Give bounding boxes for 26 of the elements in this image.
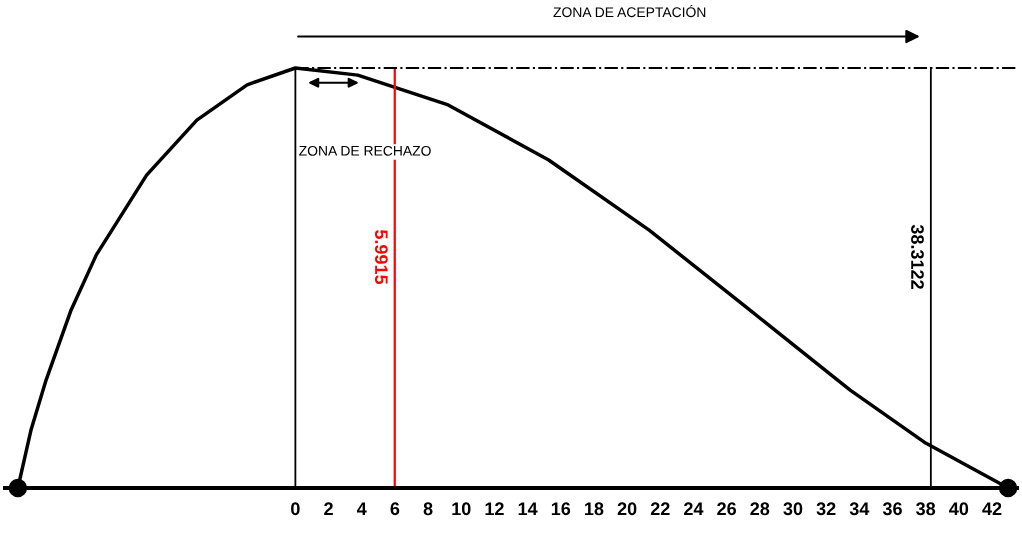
x-tick-label: 34 <box>849 502 870 516</box>
text: ZONA DE ACEPTACIÓN <box>553 4 706 18</box>
x-tick-label: 40 <box>949 502 969 516</box>
x-tick-label: 22 <box>650 502 670 515</box>
ref-line-label: 38.3122 <box>911 224 924 289</box>
x-tick-label: 2 <box>324 502 333 515</box>
x-tick-label: 20 <box>617 502 637 516</box>
x-tick-label: 10 <box>452 502 471 516</box>
x-tick-label: 30 <box>783 502 803 516</box>
x-tick-label: 16 <box>551 502 571 516</box>
x-tick-label: 36 <box>882 502 902 516</box>
ref-line-label: 5.9915 <box>374 229 388 285</box>
x-tick-label: 12 <box>485 502 504 515</box>
x-tick-label: 38 <box>916 502 936 516</box>
annotation: ZONA DE RECHAZO <box>299 145 431 156</box>
x-tick-label: 0 <box>291 502 300 516</box>
x-tick-label: 24 <box>684 502 704 515</box>
x-tick-label: 4 <box>356 502 367 515</box>
x-tick-label: 6 <box>390 502 400 516</box>
x-tick-label: 28 <box>750 502 770 516</box>
x-tick-label: 32 <box>816 502 836 516</box>
x-tick-label: 14 <box>518 502 538 515</box>
x-tick-label: 8 <box>423 502 433 516</box>
x-tick-label: 18 <box>585 502 604 516</box>
x-tick-label: 26 <box>717 502 737 516</box>
x-tick-label: 42 <box>982 502 1002 515</box>
